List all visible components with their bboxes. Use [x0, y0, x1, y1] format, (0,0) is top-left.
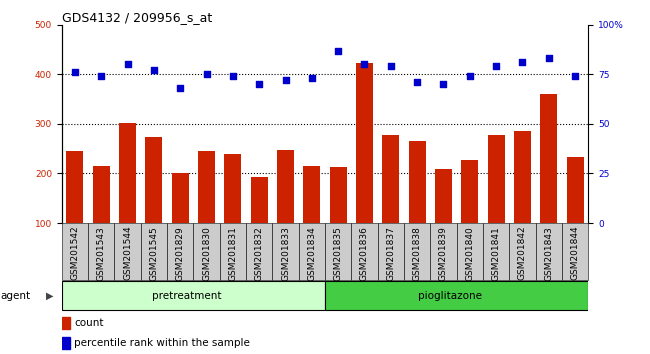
Bar — [352, 223, 378, 280]
Text: GSM201842: GSM201842 — [518, 226, 527, 280]
Point — [491, 64, 501, 69]
Bar — [246, 223, 272, 280]
Text: agent: agent — [0, 291, 30, 301]
Text: ▶: ▶ — [46, 291, 53, 301]
Bar — [146, 137, 162, 223]
Bar — [567, 156, 584, 223]
Bar — [462, 160, 478, 223]
Bar — [435, 170, 452, 223]
Point — [175, 85, 185, 91]
Text: GSM201833: GSM201833 — [281, 226, 290, 281]
Point — [149, 68, 159, 73]
Bar — [224, 154, 241, 223]
Text: GSM201840: GSM201840 — [465, 226, 474, 281]
Point — [307, 75, 317, 81]
Text: GSM201830: GSM201830 — [202, 226, 211, 281]
Bar — [540, 94, 557, 223]
Bar — [93, 166, 110, 223]
Point — [254, 81, 265, 87]
Text: GSM201831: GSM201831 — [228, 226, 237, 281]
Bar — [251, 177, 268, 223]
Text: GSM201843: GSM201843 — [544, 226, 553, 281]
Bar — [488, 135, 504, 223]
Text: GSM201835: GSM201835 — [333, 226, 343, 281]
Bar — [277, 150, 294, 223]
Bar — [272, 223, 299, 280]
Point — [96, 74, 107, 79]
Bar — [172, 173, 188, 223]
Bar — [536, 223, 562, 280]
Text: GSM201542: GSM201542 — [70, 226, 79, 280]
Bar — [140, 223, 167, 280]
Bar — [62, 281, 325, 310]
Bar — [330, 167, 346, 223]
Bar — [198, 151, 215, 223]
Text: GSM201841: GSM201841 — [491, 226, 500, 281]
Bar — [325, 281, 588, 310]
Bar — [299, 223, 325, 280]
Bar — [194, 223, 220, 280]
Bar — [514, 131, 531, 223]
Point — [122, 62, 133, 67]
Point — [359, 62, 370, 67]
Point — [570, 74, 580, 79]
Point — [465, 74, 475, 79]
Bar — [404, 223, 430, 280]
Text: GSM201844: GSM201844 — [571, 226, 580, 280]
Bar — [483, 223, 510, 280]
Point — [385, 64, 396, 69]
Point — [280, 78, 291, 83]
Bar — [456, 223, 483, 280]
Point — [227, 74, 238, 79]
Text: GDS4132 / 209956_s_at: GDS4132 / 209956_s_at — [62, 11, 212, 24]
Bar — [304, 166, 320, 223]
Bar — [430, 223, 457, 280]
Point — [438, 81, 448, 87]
Text: GSM201545: GSM201545 — [150, 226, 159, 281]
Bar — [356, 63, 373, 223]
Point — [543, 56, 554, 61]
Text: GSM201838: GSM201838 — [413, 226, 422, 281]
Bar — [378, 223, 404, 280]
Text: GSM201544: GSM201544 — [123, 226, 132, 280]
Bar — [562, 223, 588, 280]
Bar — [62, 337, 70, 349]
Bar — [88, 223, 114, 280]
Text: pioglitazone: pioglitazone — [418, 291, 482, 301]
Bar — [325, 223, 351, 280]
Text: GSM201543: GSM201543 — [97, 226, 106, 281]
Point — [412, 79, 423, 85]
Bar — [114, 223, 141, 280]
Bar — [220, 223, 246, 280]
Point — [202, 72, 212, 77]
Text: GSM201836: GSM201836 — [360, 226, 369, 281]
Bar — [382, 135, 399, 223]
Bar — [119, 123, 136, 223]
Bar — [62, 223, 88, 280]
Point — [333, 48, 343, 53]
Bar — [62, 318, 70, 329]
Bar — [510, 223, 536, 280]
Text: GSM201832: GSM201832 — [255, 226, 264, 281]
Text: count: count — [74, 318, 104, 329]
Bar — [409, 141, 426, 223]
Bar — [167, 223, 194, 280]
Text: GSM201829: GSM201829 — [176, 226, 185, 281]
Bar — [66, 151, 83, 223]
Text: percentile rank within the sample: percentile rank within the sample — [74, 338, 250, 348]
Point — [70, 69, 80, 75]
Text: GSM201834: GSM201834 — [307, 226, 317, 281]
Text: pretreatment: pretreatment — [152, 291, 222, 301]
Text: GSM201837: GSM201837 — [386, 226, 395, 281]
Text: GSM201839: GSM201839 — [439, 226, 448, 281]
Point — [517, 59, 528, 65]
